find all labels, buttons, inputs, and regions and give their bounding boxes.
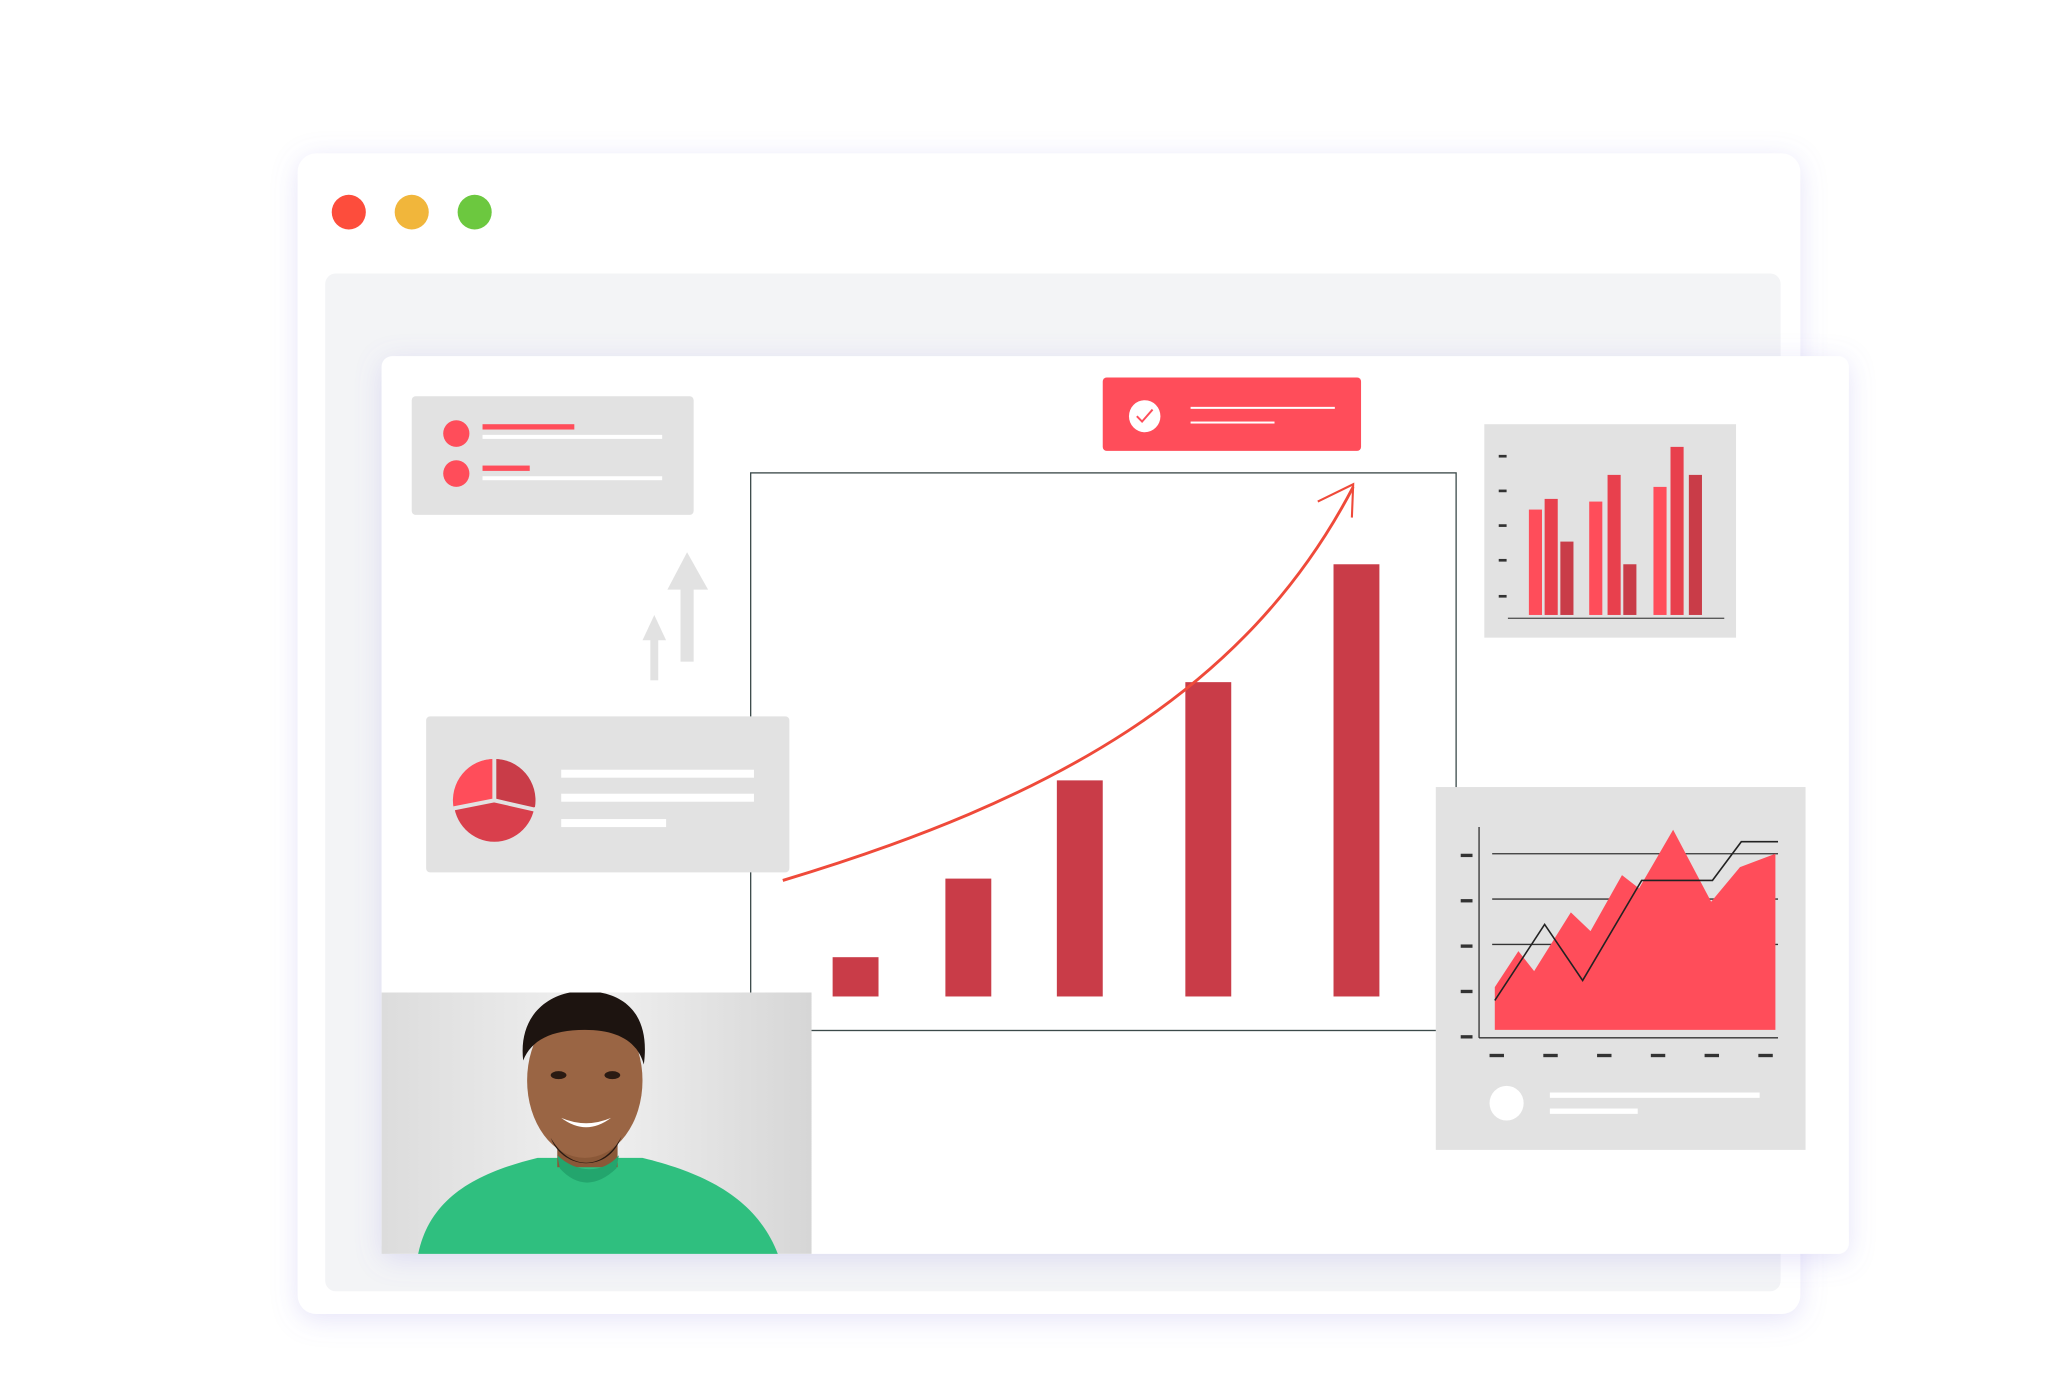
- up-arrow-icon: [642, 552, 709, 681]
- mini-bar: [1688, 474, 1702, 615]
- mini-bar-chart-card: [1484, 424, 1737, 638]
- tick: [1498, 594, 1507, 598]
- tick: [1650, 1053, 1666, 1058]
- close-button[interactable]: [331, 194, 366, 230]
- bar-5: [1333, 564, 1380, 997]
- tick: [1498, 489, 1507, 493]
- bar-3: [1056, 780, 1103, 997]
- tick: [1489, 1053, 1504, 1058]
- bar-2: [945, 878, 992, 997]
- tick: [1498, 558, 1507, 562]
- line-series: [1494, 840, 1779, 1001]
- tick: [1460, 899, 1473, 903]
- maximize-button[interactable]: [457, 194, 492, 230]
- tick: [1543, 1053, 1558, 1058]
- pie-card: [426, 716, 790, 873]
- area-chart-card: [1435, 787, 1806, 1150]
- mini-bar: [1670, 446, 1684, 615]
- tick: [1704, 1053, 1720, 1058]
- mini-bar: [1544, 498, 1558, 615]
- list-bullet-icon: [443, 420, 470, 447]
- pie-chart-icon: [452, 759, 536, 842]
- mini-bar: [1528, 509, 1542, 615]
- area-series: [1494, 829, 1776, 1030]
- trend-arrow-icon: [782, 482, 1355, 882]
- mini-bar: [1589, 501, 1603, 615]
- bar-1: [832, 957, 879, 997]
- tick: [1460, 853, 1473, 858]
- list-card: [411, 396, 694, 515]
- mini-bar: [1607, 474, 1621, 615]
- user-photo: [381, 992, 812, 1254]
- tick: [1498, 454, 1507, 458]
- list-bullet-icon: [443, 460, 470, 487]
- main-bar-chart: [832, 564, 1380, 997]
- tick: [1460, 944, 1473, 948]
- minimize-button[interactable]: [394, 194, 429, 230]
- mini-bar: [1653, 486, 1667, 615]
- mini-bar: [1560, 541, 1574, 615]
- tick: [1460, 989, 1473, 994]
- success-banner: [1102, 377, 1362, 451]
- tick: [1460, 1035, 1473, 1039]
- mini-bar: [1623, 564, 1637, 615]
- window-controls: [331, 194, 492, 230]
- bar-4: [1185, 682, 1232, 997]
- tick: [1758, 1053, 1773, 1058]
- tick: [1597, 1053, 1612, 1058]
- tick: [1498, 524, 1507, 527]
- check-circle-icon: [1128, 400, 1161, 433]
